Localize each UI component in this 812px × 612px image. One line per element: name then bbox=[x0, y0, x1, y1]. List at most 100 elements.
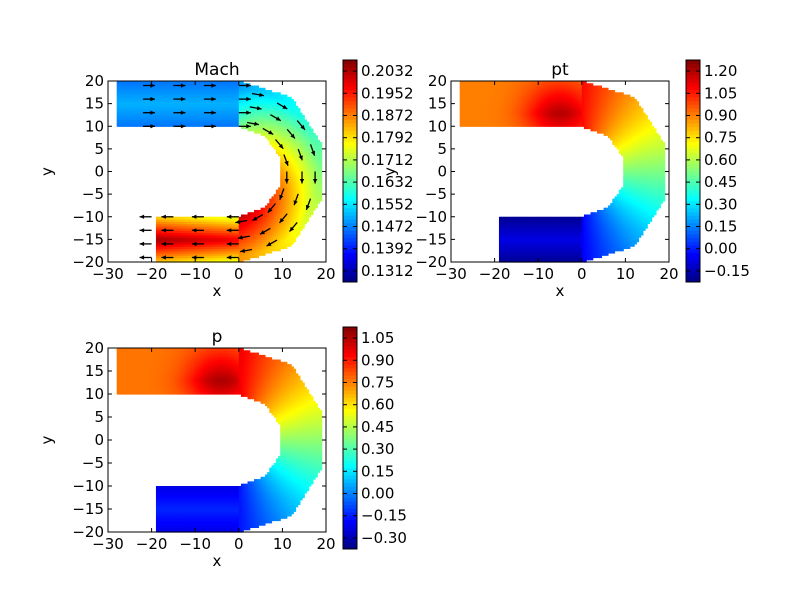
contour-cell bbox=[264, 234, 268, 238]
contour-cell bbox=[147, 90, 151, 93]
contour-cell bbox=[302, 182, 305, 186]
contour-cell bbox=[153, 90, 157, 93]
contour-cell bbox=[501, 252, 504, 256]
quiver-arrow bbox=[226, 228, 239, 233]
contour-cell bbox=[262, 123, 266, 127]
colorbar-band bbox=[343, 163, 357, 168]
contour-cell bbox=[251, 232, 255, 236]
contour-cell bbox=[214, 228, 218, 231]
contour-cell bbox=[188, 114, 192, 118]
contour-cell bbox=[177, 110, 181, 114]
contour-cell bbox=[214, 103, 218, 107]
contour-cell bbox=[177, 123, 181, 127]
contour-cell bbox=[227, 225, 231, 229]
contour-cell bbox=[147, 103, 151, 107]
contour-cell bbox=[284, 243, 288, 247]
contour-cell bbox=[262, 119, 266, 123]
contour-cell bbox=[295, 191, 299, 195]
contour-cell bbox=[243, 103, 246, 107]
contour-cell bbox=[149, 121, 153, 125]
contour-cell bbox=[206, 237, 209, 240]
contour-cell bbox=[131, 96, 135, 100]
contour-cell bbox=[280, 239, 283, 243]
contour-cell bbox=[232, 90, 236, 93]
contour-cell bbox=[193, 96, 196, 100]
contour-cell bbox=[221, 232, 225, 236]
contour-cell bbox=[481, 99, 485, 102]
contour-cell bbox=[273, 243, 277, 247]
colorbar-band bbox=[343, 267, 357, 272]
contour-cell bbox=[214, 252, 218, 256]
contour-cell bbox=[186, 232, 190, 236]
contour-cell bbox=[505, 257, 509, 261]
contour-cell bbox=[236, 117, 240, 121]
quiver-arrow bbox=[139, 214, 152, 219]
contour-cell bbox=[310, 157, 314, 161]
contour-cell bbox=[223, 252, 227, 256]
contour-cell bbox=[299, 216, 303, 220]
contour-cell bbox=[278, 153, 281, 157]
contour-cell bbox=[280, 99, 283, 102]
contour-cell bbox=[494, 81, 498, 84]
contour-cell bbox=[203, 81, 207, 84]
contour-cell bbox=[286, 117, 290, 121]
contour-cell bbox=[166, 252, 170, 256]
contour-cell bbox=[470, 123, 474, 127]
contour-cell bbox=[245, 108, 249, 112]
contour-cell bbox=[149, 94, 153, 98]
contour-cell bbox=[182, 230, 185, 234]
contour-cell bbox=[184, 223, 188, 227]
contour-cell bbox=[234, 241, 238, 245]
contour-cell bbox=[118, 94, 122, 98]
contour-cell bbox=[232, 250, 236, 254]
contour-cell bbox=[260, 237, 264, 240]
contour-cell bbox=[288, 99, 292, 102]
contour-cell bbox=[203, 123, 207, 127]
contour-cell bbox=[295, 216, 299, 220]
contour-cell bbox=[262, 207, 266, 211]
contour-cell bbox=[297, 139, 301, 143]
contour-cell bbox=[269, 110, 273, 114]
contour-cell bbox=[512, 119, 515, 123]
contour-cell bbox=[184, 105, 188, 109]
contour-cell bbox=[481, 87, 485, 91]
contour-cell bbox=[304, 194, 307, 197]
colorbar-band bbox=[343, 252, 357, 257]
contour-cell bbox=[177, 101, 181, 105]
colorbar-band bbox=[343, 111, 357, 116]
contour-cell bbox=[201, 250, 205, 254]
contour-cell bbox=[190, 237, 194, 240]
contour-cell bbox=[306, 212, 310, 216]
contour-cell bbox=[118, 101, 122, 105]
contour-cell bbox=[184, 241, 188, 245]
contour-cell bbox=[134, 108, 137, 112]
contour-cell bbox=[184, 216, 188, 220]
contour-cell bbox=[468, 85, 472, 89]
contour-cell bbox=[464, 117, 467, 121]
contour-cell bbox=[297, 169, 301, 173]
contour-cell bbox=[247, 126, 251, 130]
contour-cell bbox=[245, 225, 249, 229]
contour-cell bbox=[149, 117, 153, 121]
contour-cell bbox=[190, 221, 194, 225]
contour-cell bbox=[177, 246, 181, 250]
contour-cell bbox=[195, 103, 198, 107]
contour-cell bbox=[468, 94, 472, 98]
contour-cell bbox=[188, 221, 192, 225]
contour-cell bbox=[197, 216, 201, 220]
contour-cell bbox=[295, 223, 299, 227]
contour-cell bbox=[512, 110, 515, 114]
contour-cell bbox=[206, 255, 209, 259]
contour-cell bbox=[297, 166, 301, 170]
contour-cell bbox=[470, 108, 474, 112]
contour-cell bbox=[271, 221, 275, 225]
contour-cell bbox=[490, 99, 494, 102]
contour-cell bbox=[459, 119, 463, 123]
quiver-arrow bbox=[299, 171, 305, 184]
contour-cell bbox=[136, 123, 140, 127]
contour-cell bbox=[459, 90, 463, 93]
contour-cell bbox=[155, 90, 159, 93]
contour-cell bbox=[464, 85, 467, 89]
contour-cell bbox=[199, 234, 203, 238]
contour-cell bbox=[214, 96, 218, 100]
